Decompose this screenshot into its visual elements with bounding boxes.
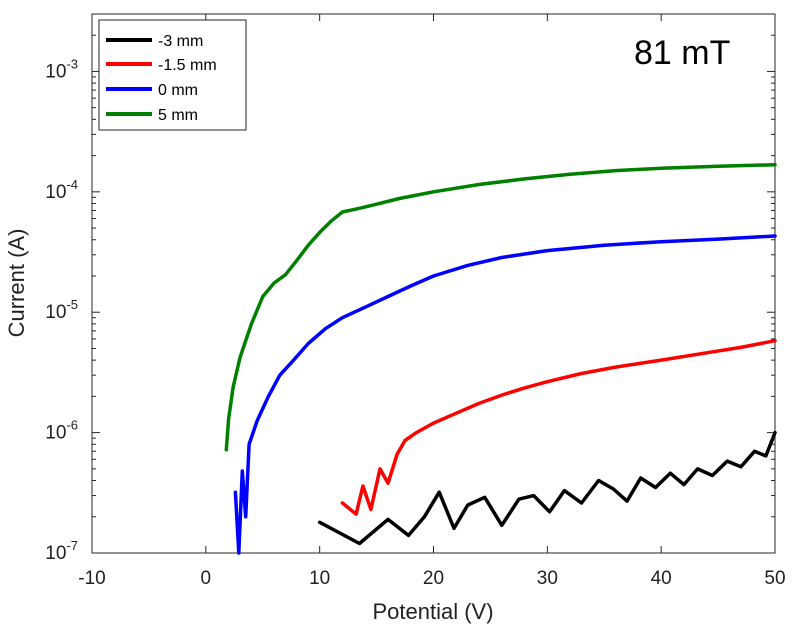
x-tick-label-4: 30: [537, 568, 558, 589]
x-axis-ticks: -10 0 10 20 30 40 50: [78, 14, 786, 589]
x-tick-label-5: 40: [651, 568, 672, 589]
x-tick-label-6: 50: [764, 568, 785, 589]
legend: -3 mm -1.5 mm 0 mm 5 mm: [98, 19, 247, 131]
legend-label-0: -3 mm: [158, 33, 203, 50]
series-1-5-mm-line: [340, 338, 777, 516]
x-tick-label-3: 20: [423, 568, 444, 589]
series-5-mm-line: [224, 162, 777, 452]
y-tick-label-4: 10-3: [45, 56, 78, 82]
y-axis-label: Current (A): [4, 229, 29, 338]
y-axis-ticks: 10-7 10-6 10-5 10-4 10-3: [45, 13, 775, 564]
series-3-mm-line: [317, 430, 777, 546]
y-tick-label-1: 10-6: [45, 418, 78, 444]
series-0-mm-line: [233, 234, 777, 555]
y-tick-label-3: 10-4: [45, 177, 78, 203]
legend-label-3: 5 mm: [158, 107, 198, 124]
x-tick-label-2: 10: [309, 568, 330, 589]
x-axis-label: Potential (V): [372, 599, 493, 624]
series-layer: [224, 162, 777, 555]
y-tick-label-0: 10-7: [45, 538, 78, 564]
y-tick-label-2: 10-5: [45, 297, 78, 323]
chart-annotation: 81 mT: [634, 34, 730, 72]
x-tick-label-1: 0: [201, 568, 212, 589]
legend-label-2: 0 mm: [158, 82, 198, 99]
legend-label-1: -1.5 mm: [158, 57, 217, 74]
x-tick-label-0: -10: [78, 568, 105, 589]
